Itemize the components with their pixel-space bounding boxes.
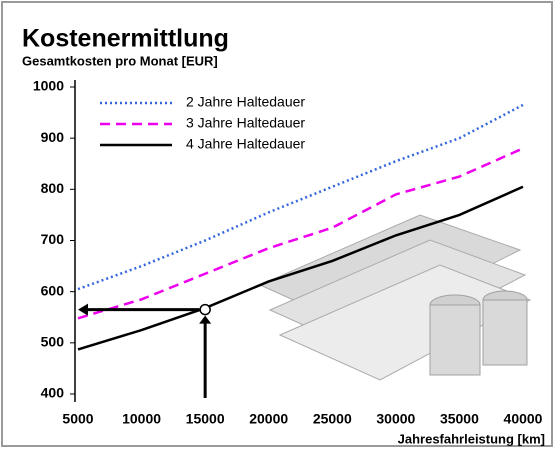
money-illustration — [260, 215, 530, 380]
chart-title: Kostenermittlung — [22, 25, 229, 53]
x-tick-label: 30000 — [376, 411, 415, 427]
x-tick-label: 35000 — [440, 411, 479, 427]
frame — [2, 2, 552, 446]
y-tick-label: 500 — [41, 334, 65, 350]
legend-label: 2 Jahre Haltedauer — [186, 94, 305, 110]
marker-point — [200, 305, 210, 315]
chart: Kostenermittlung Gesamtkosten pro Monat … — [0, 0, 555, 450]
x-tick-label: 10000 — [122, 411, 161, 427]
y-tick-label: 900 — [41, 129, 65, 145]
page: {"chart_data": {"type": "line", "title":… — [0, 0, 555, 450]
x-tick-label: 15000 — [186, 411, 225, 427]
y-tick-label: 1000 — [33, 78, 64, 94]
y-tick-label: 700 — [41, 231, 65, 247]
y-tick-label: 800 — [41, 180, 65, 196]
arrow-head — [199, 316, 211, 324]
x-tick-label: 40000 — [504, 411, 543, 427]
x-tick-label: 5000 — [62, 411, 93, 427]
legend-label: 3 Jahre Haltedauer — [186, 115, 305, 131]
x-tick-label: 25000 — [313, 411, 352, 427]
y-tick-label: 400 — [41, 385, 65, 401]
chart-subtitle: Gesamtkosten pro Monat [EUR] — [22, 53, 218, 68]
arrow-head — [78, 304, 88, 316]
x-axis-label: Jahresfahrleistung [km] — [398, 431, 545, 446]
y-tick-label: 600 — [41, 282, 65, 298]
legend-label: 4 Jahre Haltedauer — [186, 136, 305, 152]
x-tick-label: 20000 — [249, 411, 288, 427]
